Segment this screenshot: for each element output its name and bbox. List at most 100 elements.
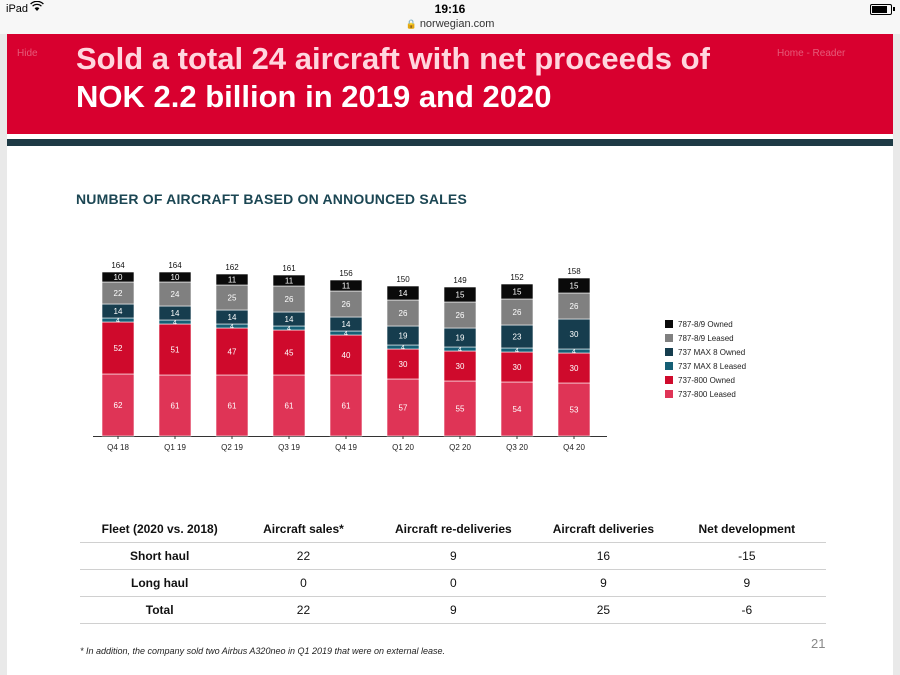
legend-item: 737-800 Owned <box>665 373 746 387</box>
data-label: 19 <box>399 332 408 341</box>
title-line-2: NOK 2.2 billion in 2019 and 2020 <box>76 79 552 114</box>
data-label: 4 <box>116 318 120 325</box>
bar-segment-787-8-9-leased-q1-20 <box>386 299 420 327</box>
data-label: 4 <box>572 349 576 356</box>
legend-label: 787-8/9 Owned <box>678 319 733 329</box>
ghost-hide-link[interactable]: Hide <box>17 48 38 59</box>
bar-segment-787-8-9-owned-q2-20 <box>443 286 477 303</box>
data-label: 4 <box>230 324 234 331</box>
table-cell: 9 <box>539 569 668 597</box>
legend-swatch <box>665 362 673 370</box>
total-label: 149 <box>453 276 467 285</box>
bar-segment-787-8-9-leased-q3-19 <box>272 285 306 313</box>
bar-segment-787-8-9-owned-q4-20 <box>557 277 591 294</box>
data-label: 26 <box>399 309 408 318</box>
data-label: 11 <box>228 276 237 285</box>
legend-item: 737-800 Leased <box>665 387 746 401</box>
data-label: 11 <box>285 277 294 286</box>
table-cell: Short haul <box>80 542 240 570</box>
clock: 19:16 <box>434 2 466 16</box>
data-label: 47 <box>228 348 237 357</box>
data-label: 30 <box>570 330 579 339</box>
total-label: 150 <box>396 275 410 284</box>
stacked-bar-chart: 62 52 4 14 22 10 164 Q4 18 61 51 4 14 24 10 164 Q1 19 61… <box>93 261 607 452</box>
data-label: 61 <box>342 402 351 411</box>
bar-segment-737-800-owned-q4-20 <box>557 352 591 384</box>
data-label: 19 <box>456 334 465 343</box>
legend-label: 737 MAX 8 Leased <box>678 361 747 371</box>
bar-segment-787-8-9-leased-q3-20 <box>500 298 534 326</box>
bar-segment-787-8-9-owned-q4-19 <box>329 279 363 292</box>
legend-label: 787-8/9 Leased <box>678 333 734 343</box>
device-name: iPad <box>6 3 29 15</box>
data-label: 14 <box>228 313 237 322</box>
bar-segment-737-800-owned-q4-18 <box>101 321 135 375</box>
legend-item: 787-8/9 Leased <box>665 331 746 345</box>
table-cell: 9 <box>367 596 540 624</box>
legend-swatch <box>665 390 673 398</box>
bar-segment-787-8-9-owned-q1-19 <box>158 271 192 283</box>
total-label: 152 <box>510 273 524 282</box>
data-label: 14 <box>171 309 180 318</box>
slide-title: Sold a total 24 aircraft with net procee… <box>76 40 710 116</box>
data-label: 24 <box>171 290 180 299</box>
data-label: 40 <box>342 351 351 360</box>
bar-segment-787-8-9-owned-q1-20 <box>386 285 420 301</box>
table-header-sales: Aircraft sales* <box>239 516 368 543</box>
data-label: 61 <box>228 402 237 411</box>
footnote: * In addition, the company sold two Airb… <box>80 646 446 656</box>
table-cell: 22 <box>239 542 368 570</box>
data-label: 54 <box>513 405 522 414</box>
bar-segment-737-800-leased-q3-19 <box>272 374 306 437</box>
data-label: 23 <box>513 333 522 342</box>
wifi-icon <box>30 0 44 15</box>
bar-segment-787-8-9-leased-q4-20 <box>557 292 591 320</box>
data-label: 52 <box>114 344 123 353</box>
table-cell: 25 <box>539 596 668 624</box>
data-label: 15 <box>513 288 522 297</box>
data-label: 4 <box>515 348 519 355</box>
bar-segment-787-8-9-owned-q2-19 <box>215 273 249 286</box>
data-label: 15 <box>456 291 465 300</box>
data-label: 14 <box>342 320 351 329</box>
legend-swatch <box>665 348 673 356</box>
bar-segment-787-8-9-leased-q1-19 <box>158 281 192 307</box>
table-header-row: Fleet (2020 vs. 2018) Aircraft sales* Ai… <box>80 516 826 543</box>
table-row: Total 22 9 25 -6 <box>80 596 826 624</box>
x-tick-label: Q1 19 <box>164 443 186 452</box>
total-label: 164 <box>111 261 125 270</box>
legend-item: 737 MAX 8 Owned <box>665 345 746 359</box>
bar-segment-787-8-9-owned-q4-18 <box>101 271 135 283</box>
data-label: 22 <box>114 289 123 298</box>
data-label: 30 <box>570 364 579 373</box>
data-label: 11 <box>342 282 351 291</box>
table-header-net: Net development <box>667 516 826 543</box>
ghost-reader-link[interactable]: Home - Reader <box>777 48 846 59</box>
bar-segment-737-800-leased-q4-19 <box>329 374 363 437</box>
data-label: 26 <box>285 295 294 304</box>
banner-divider-white <box>7 134 893 140</box>
status-bar: iPad 19:16 🔒 norwegian.com <box>0 0 900 34</box>
bar-segment-787-8-9-owned-q3-20 <box>500 283 534 300</box>
data-label: 62 <box>114 401 123 410</box>
bar-segment-737-800-leased-q2-19 <box>215 374 249 437</box>
data-label: 26 <box>570 302 579 311</box>
table-header-deliveries: Aircraft deliveries <box>539 516 668 543</box>
data-label: 25 <box>228 294 237 303</box>
bar-segment-737-max-8-owned-q4-20 <box>557 318 591 350</box>
x-tick-label: Q3 20 <box>506 443 528 452</box>
data-label: 61 <box>285 402 294 411</box>
table-cell: 22 <box>239 596 368 624</box>
data-label: 53 <box>570 406 579 415</box>
table-cell: Long haul <box>80 569 240 597</box>
legend-item: 787-8/9 Owned <box>665 317 746 331</box>
data-label: 4 <box>401 345 405 352</box>
data-label: 30 <box>513 363 522 372</box>
table-cell: Total <box>80 596 240 624</box>
address-bar[interactable]: 🔒 norwegian.com <box>0 18 900 30</box>
data-label: 14 <box>114 307 123 316</box>
bar-segment-737-800-owned-q4-19 <box>329 334 363 376</box>
table-row: Long haul 0 0 9 9 <box>80 569 826 597</box>
data-label: 4 <box>173 320 177 327</box>
data-label: 30 <box>456 362 465 371</box>
